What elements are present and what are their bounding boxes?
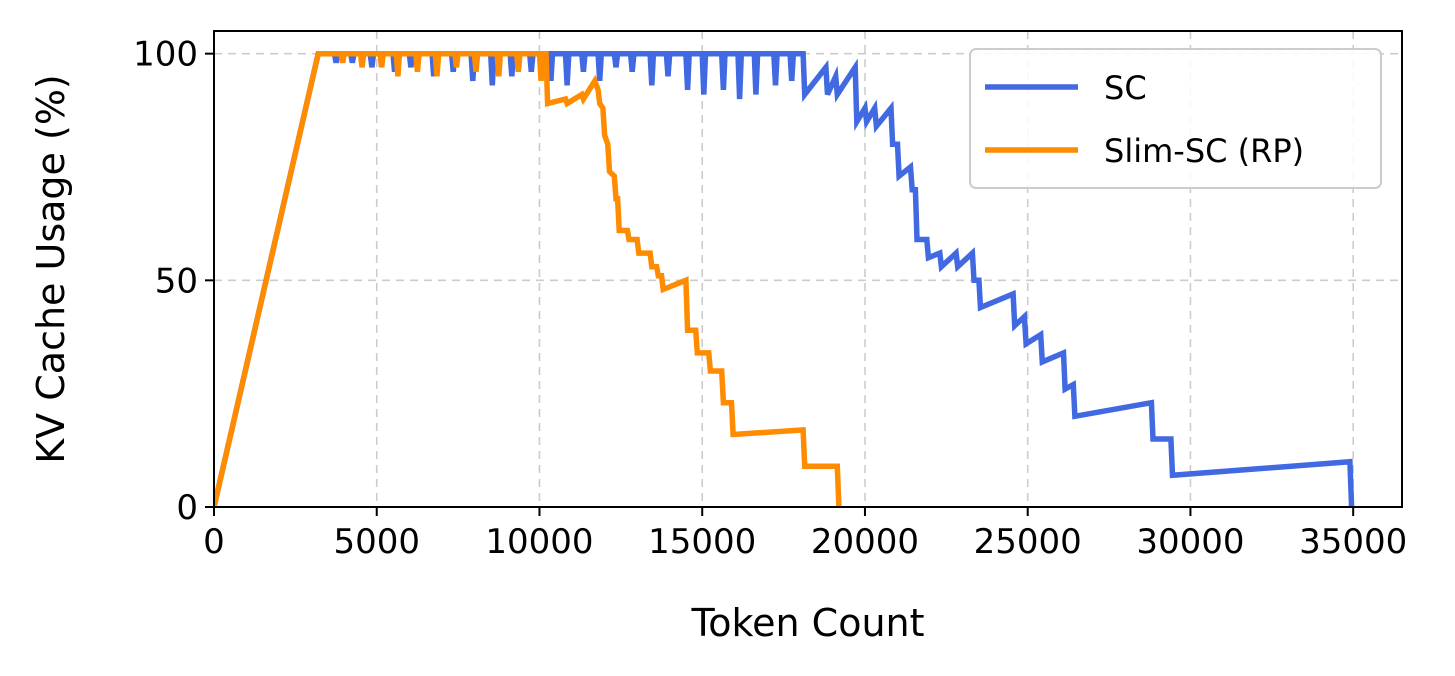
legend-box <box>969 48 1382 189</box>
series-line-slim-sc-rp <box>214 50 842 507</box>
x-tick-label: 25000 <box>974 522 1082 562</box>
x-axis-title: Token Count <box>690 601 924 645</box>
y-axis-title: KV Cache Usage (%) <box>29 74 73 463</box>
plot-frame <box>213 30 1403 508</box>
series-layer <box>214 50 1355 507</box>
legend: SC Slim-SC (RP) <box>969 48 1382 189</box>
series-line-sc <box>214 50 1355 507</box>
legend-label-sc: SC <box>1104 69 1147 107</box>
x-tick-label: 30000 <box>1136 522 1244 562</box>
x-tick-label: 15000 <box>648 522 756 562</box>
x-tick-label: 0 <box>203 522 225 562</box>
x-tick-label: 10000 <box>485 522 593 562</box>
x-tick-label: 5000 <box>333 522 420 562</box>
x-tick-label: 20000 <box>811 522 919 562</box>
y-tick-label: 0 <box>176 488 198 528</box>
ticks: 0 5000 10000 15000 20000 25000 30000 35000 0 50 10… <box>133 35 1407 562</box>
x-tick-label: 35000 <box>1299 522 1407 562</box>
y-tick-label: 50 <box>155 261 198 301</box>
legend-label-slim-sc: Slim-SC (RP) <box>1104 132 1304 170</box>
y-tick-label: 100 <box>133 35 198 75</box>
